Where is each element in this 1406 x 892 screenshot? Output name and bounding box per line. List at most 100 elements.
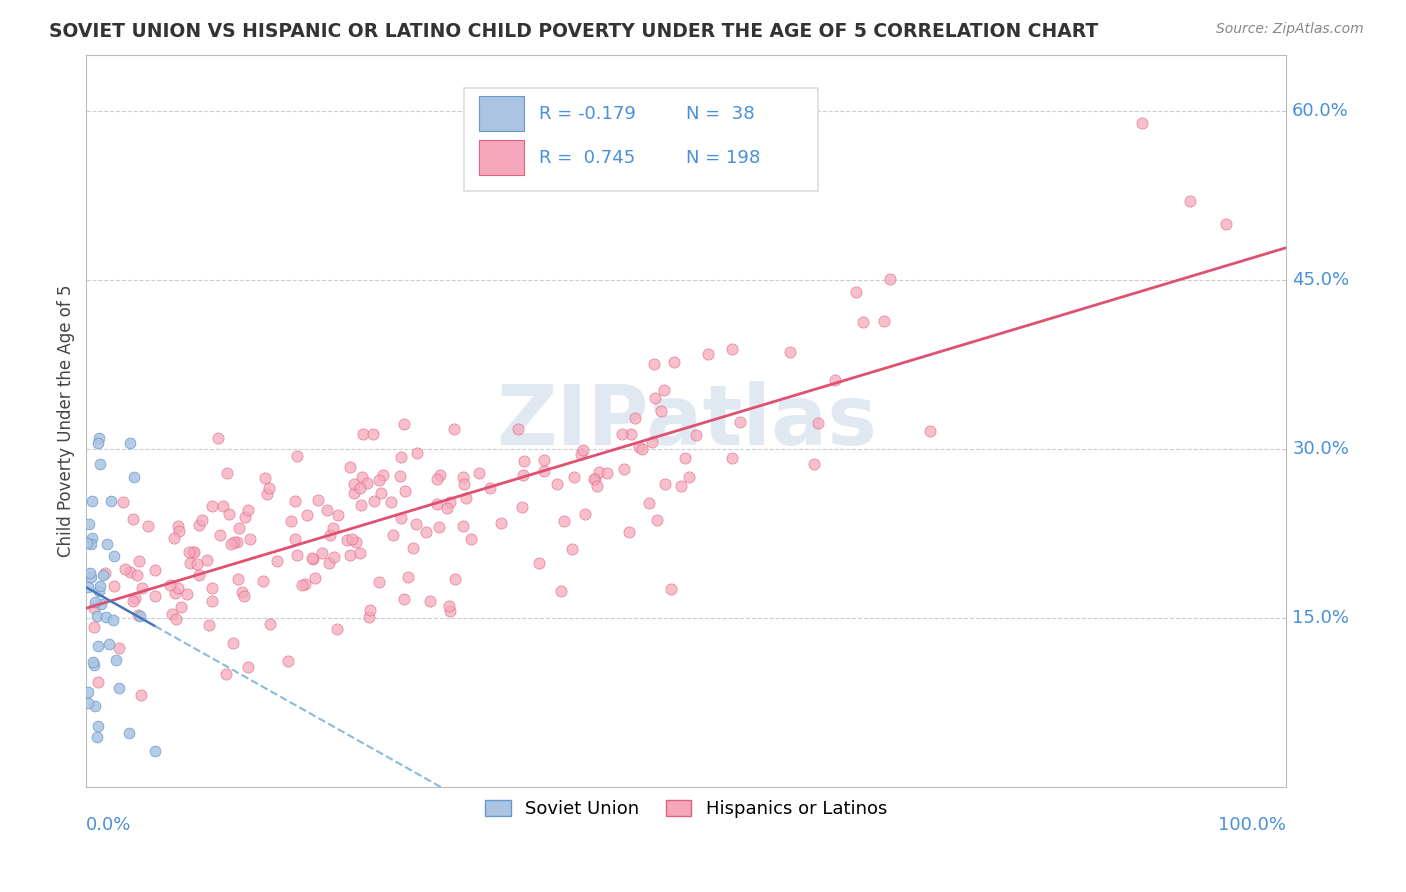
Point (643, 357, 665, 371)
Point (645, 513, 668, 527)
Point (295, 508, 318, 523)
Point (460, 533, 482, 547)
Point (439, 604, 461, 618)
Point (367, 575, 389, 590)
Point (394, 483, 416, 498)
Point (845, 285, 868, 299)
Point (373, 467, 395, 482)
Point (86, 730, 108, 744)
Point (852, 315, 875, 329)
Point (198, 618, 221, 632)
Point (124, 591, 146, 605)
FancyBboxPatch shape (478, 140, 524, 175)
Point (425, 496, 447, 510)
Text: Source: ZipAtlas.com: Source: ZipAtlas.com (1216, 22, 1364, 37)
Point (136, 518, 159, 533)
Point (588, 465, 610, 479)
Point (215, 667, 238, 681)
Text: SOVIET UNION VS HISPANIC OR LATINO CHILD POVERTY UNDER THE AGE OF 5 CORRELATION : SOVIET UNION VS HISPANIC OR LATINO CHILD… (49, 22, 1098, 41)
Point (207, 431, 229, 445)
Point (546, 476, 568, 491)
Point (419, 594, 441, 608)
Point (82, 531, 104, 545)
Point (83, 620, 105, 634)
Point (512, 468, 534, 483)
Point (873, 313, 896, 327)
Point (339, 459, 361, 474)
Point (353, 426, 375, 441)
Point (396, 570, 419, 584)
Point (349, 546, 371, 560)
Point (83, 594, 105, 608)
Text: 0.0%: 0.0% (86, 816, 132, 834)
Point (678, 470, 700, 484)
Point (143, 564, 166, 578)
Point (228, 521, 250, 535)
Point (612, 427, 634, 442)
Point (807, 416, 830, 430)
Point (103, 549, 125, 563)
Point (344, 535, 367, 549)
Point (343, 477, 366, 491)
Point (453, 476, 475, 491)
Point (201, 581, 224, 595)
Point (439, 495, 461, 509)
Point (79, 566, 101, 581)
Point (436, 500, 458, 515)
Point (318, 556, 340, 570)
Point (550, 583, 572, 598)
Point (76, 535, 98, 549)
Point (1130, 116, 1153, 130)
Legend: Soviet Union, Hispanics or Latinos: Soviet Union, Hispanics or Latinos (478, 793, 894, 825)
Point (87, 675, 110, 690)
Point (191, 513, 214, 527)
Point (170, 599, 193, 614)
Point (121, 512, 143, 526)
Point (467, 467, 489, 481)
Point (301, 550, 323, 565)
Point (319, 528, 342, 542)
Point (1215, 217, 1237, 231)
Point (187, 568, 209, 582)
Point (104, 653, 127, 667)
Point (294, 577, 316, 591)
Point (186, 557, 208, 571)
Point (721, 343, 744, 357)
Point (659, 582, 682, 597)
Point (165, 586, 187, 600)
Point (339, 549, 361, 563)
Point (583, 472, 606, 486)
Point (284, 532, 307, 546)
Point (177, 545, 200, 559)
Point (90, 597, 112, 611)
Point (252, 574, 274, 589)
Point (323, 549, 346, 564)
Point (315, 502, 337, 516)
Point (349, 482, 371, 496)
Point (118, 436, 141, 450)
Point (253, 471, 276, 485)
Point (389, 511, 412, 525)
Point (326, 622, 349, 636)
Point (256, 487, 278, 501)
Point (159, 578, 181, 592)
Point (631, 442, 654, 456)
Text: N = 198: N = 198 (686, 149, 761, 167)
Point (280, 514, 302, 528)
Point (128, 554, 150, 568)
Point (179, 557, 201, 571)
Point (429, 467, 451, 482)
Point (363, 494, 385, 508)
Point (1180, 194, 1202, 209)
Point (359, 603, 381, 617)
Point (219, 537, 242, 551)
FancyBboxPatch shape (464, 88, 818, 191)
Point (239, 532, 262, 546)
Point (824, 373, 846, 387)
Point (392, 592, 415, 607)
Point (402, 541, 425, 555)
Point (108, 681, 131, 696)
Point (284, 494, 307, 508)
Point (879, 271, 901, 285)
Point (86, 609, 108, 624)
